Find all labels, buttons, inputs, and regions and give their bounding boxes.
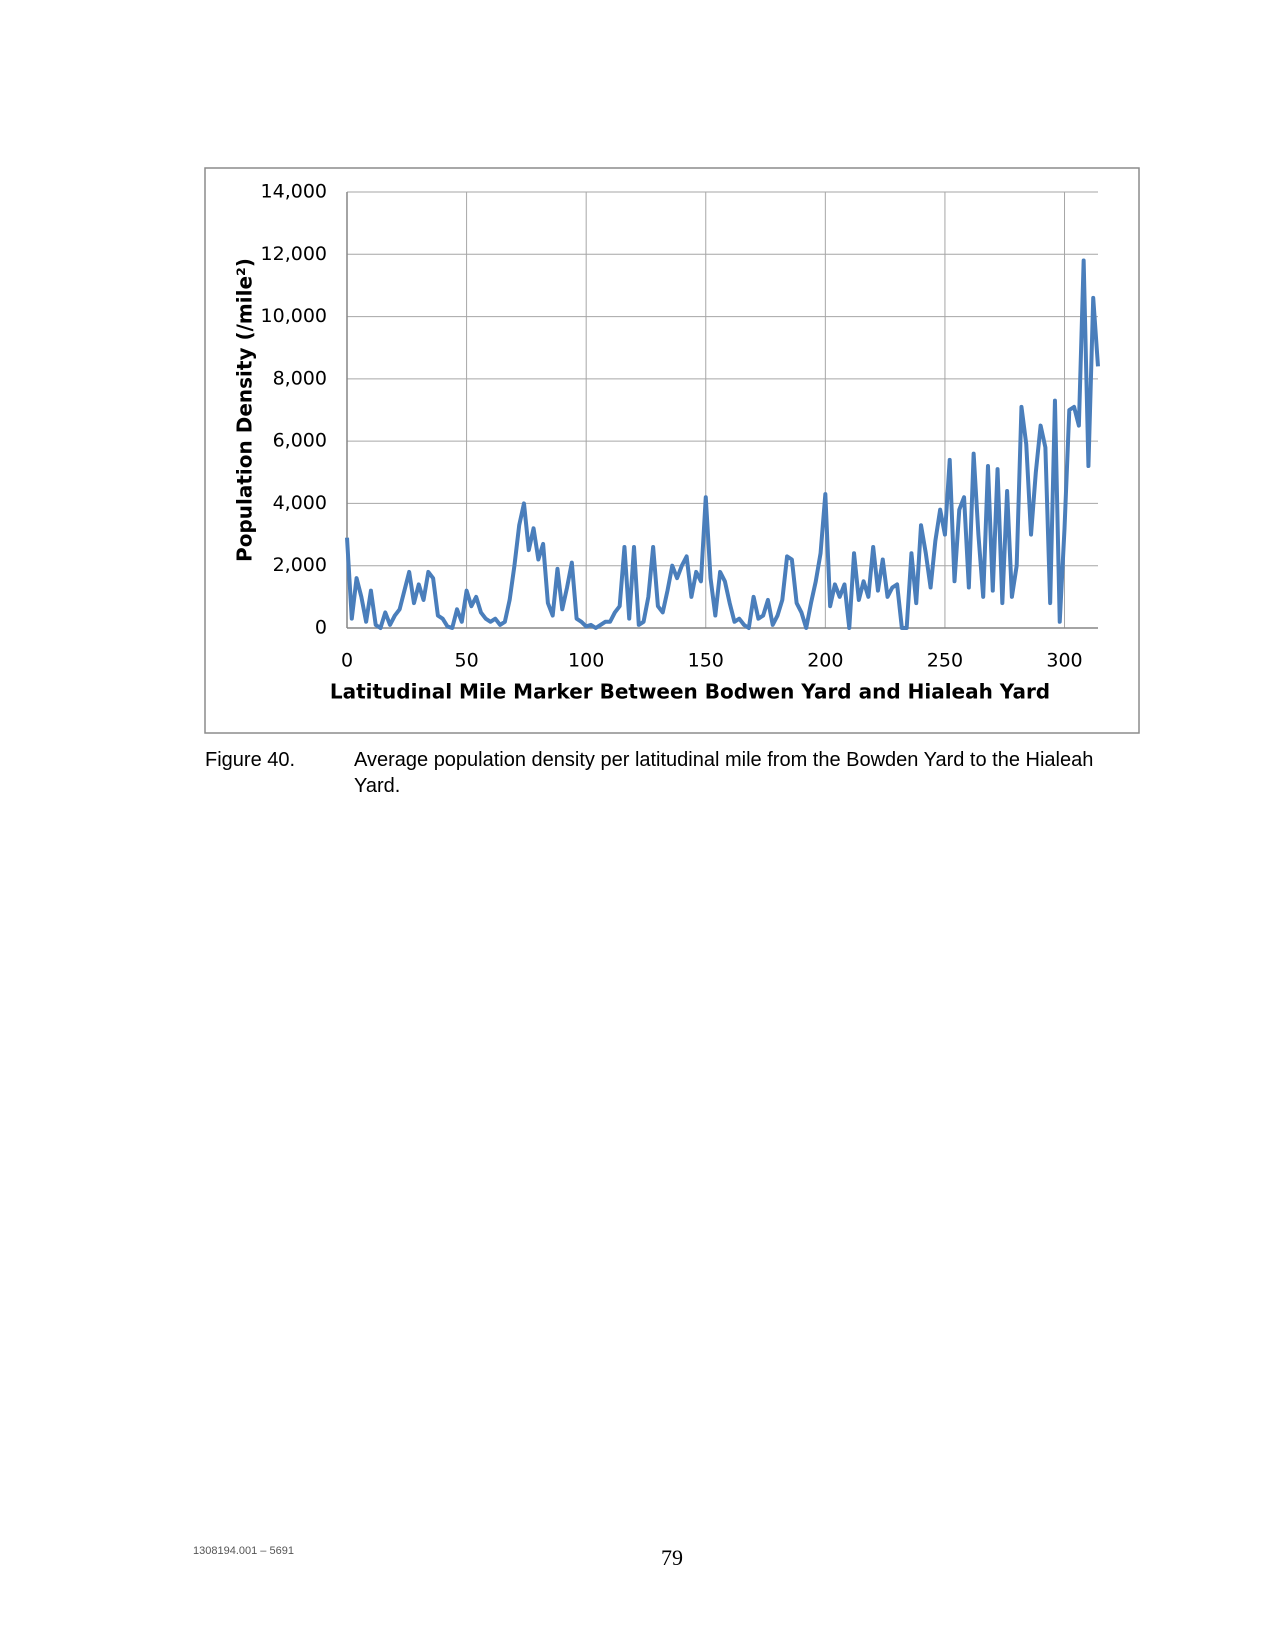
x-tick-label: 100	[568, 650, 604, 672]
caption-label: Figure 40.	[205, 749, 296, 771]
caption-text: Average population density per latitudin…	[354, 749, 1094, 797]
x-tick-label: 200	[807, 650, 843, 672]
y-tick-label: 2,000	[273, 554, 327, 576]
x-tick-label: 150	[688, 650, 724, 672]
doc-id: 1308194.001 – 5691	[193, 1545, 294, 1557]
y-tick-label: 0	[315, 617, 327, 639]
y-tick-label: 4,000	[273, 492, 327, 514]
y-tick-label: 10,000	[261, 305, 327, 327]
chart: Population Density (/mile²) Latitudinal …	[204, 167, 1140, 734]
y-tick-label: 14,000	[261, 181, 327, 203]
page-number: 79	[661, 1545, 683, 1570]
y-tick-label: 12,000	[261, 243, 327, 265]
x-tick-label: 50	[454, 650, 478, 672]
x-tick-label: 250	[927, 650, 963, 672]
y-axis-label: Population Density (/mile²)	[233, 258, 257, 562]
y-tick-label: 8,000	[273, 367, 327, 389]
data-line	[345, 258, 1100, 630]
x-tick-label: 300	[1046, 650, 1082, 672]
y-tick-label: 6,000	[273, 430, 327, 452]
x-tick-label: 0	[341, 650, 353, 672]
chart-frame	[204, 167, 1140, 734]
x-axis-label: Latitudinal Mile Marker Between Bodwen Y…	[330, 680, 1050, 704]
